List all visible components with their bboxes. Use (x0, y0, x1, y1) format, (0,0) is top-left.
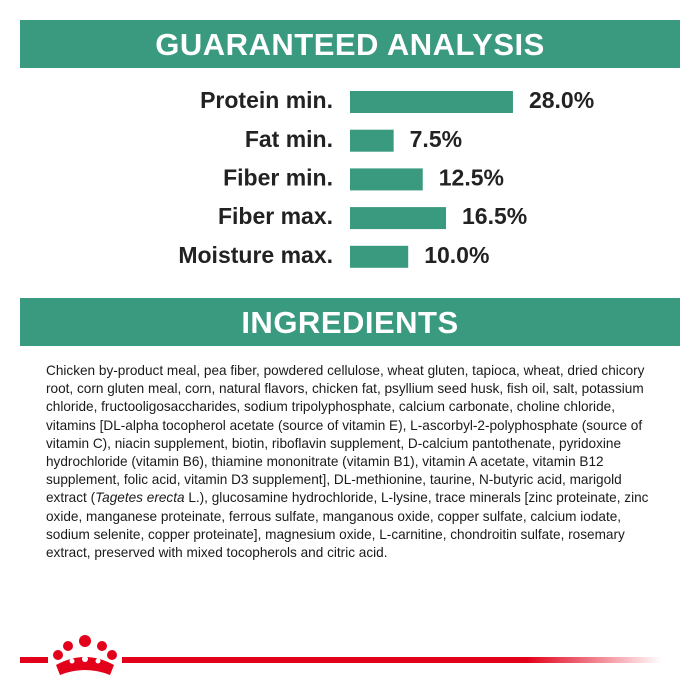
value-label: 7.5% (410, 126, 462, 152)
ingredients-italic: Tagetes erecta (95, 490, 185, 506)
row-label: Fiber min. (223, 164, 333, 190)
ingredients-part: Chicken by-product meal, pea fiber, powd… (46, 363, 645, 506)
ingredients-text: Chicken by-product meal, pea fiber, powd… (46, 362, 661, 562)
row-label: Moisture max. (178, 242, 333, 268)
logo-footer (20, 635, 662, 675)
row-label: Protein min. (200, 87, 333, 113)
row-label: Fat min. (245, 126, 333, 152)
value-label: 10.0% (424, 242, 489, 268)
footer-line (20, 657, 48, 663)
bar (350, 91, 513, 113)
bar (350, 168, 423, 191)
ingredients-part: L.), glucosamine hydrochloride, L-lysine… (46, 490, 649, 561)
ingredients-title: INGREDIENTS (20, 298, 680, 346)
value-label: 12.5% (439, 164, 504, 190)
analysis-chart: Protein min. 28.0% Fat min. 7.5% Fiber min. 1… (178, 87, 594, 268)
bar (350, 129, 394, 152)
analysis-title: GUARANTEED ANALYSIS (20, 20, 680, 68)
crown-logo (53, 635, 117, 675)
bar (350, 207, 447, 230)
value-label: 16.5% (462, 203, 527, 229)
bar (350, 245, 409, 268)
footer-line (122, 657, 662, 663)
value-label: 28.0% (529, 87, 594, 113)
row-label: Fiber max. (218, 203, 333, 229)
